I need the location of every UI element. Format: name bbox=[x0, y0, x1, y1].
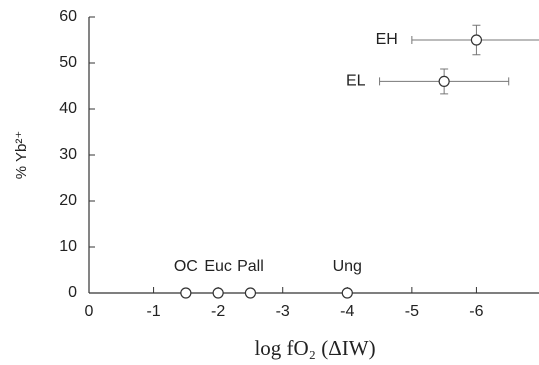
y-tick-label: 10 bbox=[59, 238, 77, 255]
y-tick-label: 40 bbox=[59, 100, 77, 117]
point bbox=[341, 287, 353, 299]
x-tick-label: -1 bbox=[146, 303, 160, 320]
x-tick-label: -6 bbox=[469, 303, 483, 320]
x-tick-label: -3 bbox=[276, 303, 290, 320]
point bbox=[180, 287, 192, 299]
y-axis-title: % Yb²⁺ bbox=[13, 131, 30, 180]
x-tick-label: -2 bbox=[211, 303, 225, 320]
point-label: OC bbox=[174, 258, 198, 275]
point-label: EL bbox=[346, 73, 366, 90]
x-axis-title: log fO₂ (ΔIW) bbox=[254, 336, 375, 360]
y-tick-label: 20 bbox=[59, 192, 77, 209]
point bbox=[244, 287, 257, 299]
point bbox=[470, 34, 483, 46]
point-label: Euc bbox=[204, 258, 232, 275]
y-tick-label: 0 bbox=[68, 284, 77, 301]
y-tick-label: 50 bbox=[59, 54, 77, 71]
point-label: Ung bbox=[333, 258, 362, 275]
point-label: EH bbox=[376, 31, 398, 48]
point bbox=[212, 287, 224, 299]
point-label: Pall bbox=[237, 258, 264, 275]
x-tick-label: 0 bbox=[85, 303, 94, 320]
y-tick-label: 30 bbox=[59, 146, 77, 163]
x-tick-label: -4 bbox=[340, 303, 354, 320]
point bbox=[438, 75, 450, 88]
x-tick-label: -5 bbox=[405, 303, 419, 320]
y-tick-label: 60 bbox=[59, 8, 77, 25]
